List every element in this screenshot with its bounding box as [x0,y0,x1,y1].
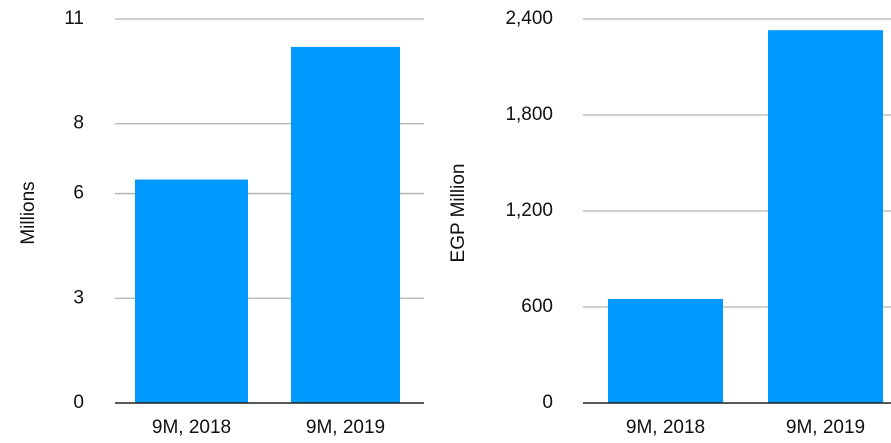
y-tick-label: 0 [542,392,553,413]
bar [291,46,400,403]
bar [608,299,723,403]
y-tick-label: 1,200 [505,200,553,221]
bar [768,30,883,403]
y-tick-label: 6 [73,183,84,204]
y-tick-label: 1,800 [505,104,553,125]
chart-passengers: Millions 0 3 6 8 11 9M, 2018 9M, 2019 [18,8,424,438]
x-tick-label: 9M, 2018 [152,417,231,438]
y-tick-label: 0 [73,392,84,413]
chart-revenue: EGP Million 0 600 1,200 1,800 2,400 9M, 2018 9… [448,8,891,438]
x-tick-label: 9M, 2018 [626,417,705,438]
x-tick-label: 9M, 2019 [306,417,385,438]
y-tick-label: 8 [73,113,84,134]
y-tick-label: 600 [521,296,553,317]
y-axis-title: EGP Million [448,164,469,263]
bar [135,179,248,403]
y-tick-label: 3 [73,287,84,308]
y-tick-label: 2,400 [505,8,553,29]
x-tick-label: 9M, 2019 [786,417,865,438]
y-tick-label: 11 [64,8,84,29]
y-axis-title: Millions [18,181,39,244]
